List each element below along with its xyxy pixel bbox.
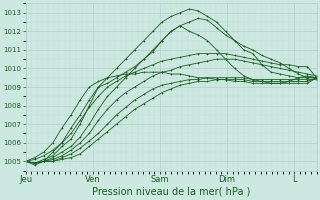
X-axis label: Pression niveau de la mer( hPa ): Pression niveau de la mer( hPa ) bbox=[92, 187, 250, 197]
